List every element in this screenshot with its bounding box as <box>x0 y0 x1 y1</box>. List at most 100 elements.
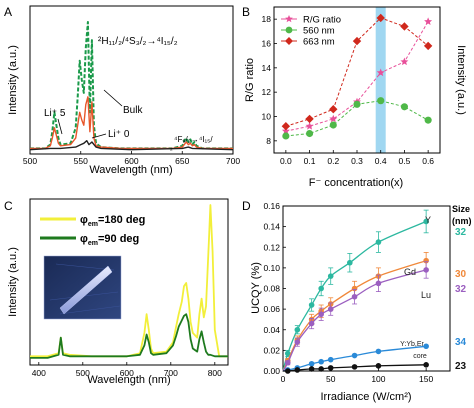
panel-b-letter: B <box>242 5 250 19</box>
panel-d-point <box>423 362 429 368</box>
panel-b-point <box>352 36 362 46</box>
panel-d-point <box>284 350 291 357</box>
panel-a-red-transition-suffix: ₂ <box>170 145 173 152</box>
panel-a-bulk-label: Bulk <box>123 105 143 116</box>
panel-c-legend-sub: em <box>88 240 98 247</box>
panel-b-point <box>424 116 432 124</box>
panel-d-point <box>327 306 334 312</box>
panel-c-x-tick-label: 500 <box>76 368 90 378</box>
panel-d: D 0 50 100 1500.000.020.040.060.080.100.120… <box>242 199 472 403</box>
panel-a-frame <box>29 5 234 155</box>
panel-c-x-tick-label: 700 <box>164 368 178 378</box>
panel-b-point <box>282 132 290 140</box>
panel-d-point <box>318 311 324 318</box>
panel-b-x-tick-label: 0.1 <box>304 156 316 166</box>
panel-b-ylabel-right: Intensity (a.u.) <box>455 45 467 115</box>
panel-c-x-tick-label: 600 <box>120 368 134 378</box>
panel-d-size-unit: (nm) <box>452 216 472 226</box>
panel-b-point <box>281 126 290 135</box>
panel-c-letter: C <box>4 199 13 213</box>
panel-d-size-header: Size <box>452 204 470 214</box>
panel-c-legend-label: φem=180 deg <box>80 214 145 228</box>
panel-d-size-label: 34 <box>455 337 467 348</box>
panel-b-point <box>329 105 338 114</box>
panel-c-x-tick-label: 800 <box>208 368 222 378</box>
panel-c-frame <box>29 198 229 366</box>
panel-b-x-tick-label: 0.6 <box>422 156 434 166</box>
panel-b-frame <box>273 6 441 154</box>
panel-b-point <box>377 97 385 105</box>
panel-c-legend-rest: =90 deg <box>98 233 139 245</box>
panel-b-point <box>353 100 361 108</box>
panel-d-point <box>375 363 382 369</box>
panel-c-legend-phi: φ <box>80 233 88 245</box>
panel-d-point <box>294 339 301 345</box>
panel-d-point <box>284 368 291 374</box>
panel-a-bulk-pointer <box>103 89 123 107</box>
panel-a-series-line <box>30 21 233 150</box>
panel-d-point <box>347 259 353 266</box>
panel-b-legend-marker <box>285 37 293 45</box>
panel-d-point <box>308 320 315 327</box>
panel-d-point <box>327 365 334 371</box>
panel-d-series-name: Lu <box>421 290 431 300</box>
panel-b-y-tick-label: 8 <box>266 136 271 146</box>
panel-b-point <box>400 103 408 111</box>
panel-b-ylabel-left: R/G ratio <box>244 58 256 102</box>
panel-d-series-name: Y:Yb,Er <box>400 341 424 348</box>
panel-b-point <box>306 129 314 138</box>
panel-d-point <box>294 367 301 373</box>
panel-b-highlight-band <box>375 7 386 153</box>
panel-b-y-tick-label: 18 <box>262 14 272 24</box>
panel-a-series-line <box>29 140 234 151</box>
panel-d-y-tick-label: 0.10 <box>263 263 280 273</box>
panel-d-ticks: 0 50 100 150 0.00 0.02 0.04 0.06 0.08 0.10 0.12 0.1… <box>263 201 433 384</box>
panel-d-y-tick-label: 0.16 <box>263 201 280 211</box>
panel-b-point <box>423 41 433 51</box>
panel-b-x-tick-label: 0.3 <box>351 156 363 166</box>
panel-d-size-label: 23 <box>455 361 467 372</box>
panel-a-series <box>29 21 234 151</box>
panel-a-ylabel: Intensity (a.u.) <box>7 45 19 115</box>
panel-a: A 500 550 600 650 700 ²H₁₁/₂/⁴S₃/₂→⁴I₁₅/₂ ⁴F… <box>4 5 240 176</box>
panel-c-inset-micrograph <box>43 255 122 320</box>
panel-a-x-ticks: 500 550 600 650 700 <box>23 151 240 166</box>
panel-c-legend-phi: φ <box>80 214 88 226</box>
panel-d-point <box>351 364 358 370</box>
panel-b-point <box>400 22 409 31</box>
panel-d-x-tick-label: 100 <box>371 374 385 384</box>
panel-d-point <box>308 302 315 308</box>
panel-b-point <box>329 114 338 123</box>
panel-c-series-line <box>30 313 228 359</box>
panel-b-point <box>305 114 314 124</box>
panel-d-point <box>423 343 429 350</box>
panel-b-x-tick-label: 0.5 <box>399 156 411 166</box>
panel-b-y-tick-label: 16 <box>262 39 272 49</box>
panel-c-legend-sub: em <box>88 221 98 228</box>
panel-d-ylabel: UCQY (%) <box>250 262 262 314</box>
panel-d-series-name: core <box>413 353 427 360</box>
panel-a-x-tick-label: 700 <box>226 156 240 166</box>
panel-b-ticks: 0.0 0.1 0.2 0.3 0.4 0.5 0.6 8 10 12 14 16 18 <box>262 14 435 166</box>
panel-b-point <box>400 57 409 66</box>
panel-d-point <box>318 366 324 372</box>
panel-d-point <box>423 267 429 273</box>
panel-b-point <box>329 121 337 129</box>
panel-a-xlabel: Wavelength (nm) <box>89 164 172 176</box>
panel-d-point <box>327 356 334 363</box>
panel-a-x-tick-label: 550 <box>74 156 88 166</box>
panel-c-xlabel: Wavelength (nm) <box>87 374 170 386</box>
panel-b-x-tick-label: 0.0 <box>280 156 292 166</box>
panel-d-series-name: Y <box>425 215 431 225</box>
panel-b-xlabel: F⁻ concentration(x) <box>309 177 403 189</box>
panel-d-point <box>308 366 315 372</box>
panel-d-point <box>375 348 382 355</box>
panel-c-legend-rest: =180 deg <box>98 214 145 226</box>
panel-d-y-tick-label: 0.14 <box>263 222 280 232</box>
panel-b-legend-label: 560 nm <box>303 26 335 37</box>
panel-b-point <box>305 122 314 130</box>
panel-d-size-label: 32 <box>455 284 467 295</box>
panel-a-li0-pointer <box>91 133 107 139</box>
panel-d-point <box>327 273 334 279</box>
